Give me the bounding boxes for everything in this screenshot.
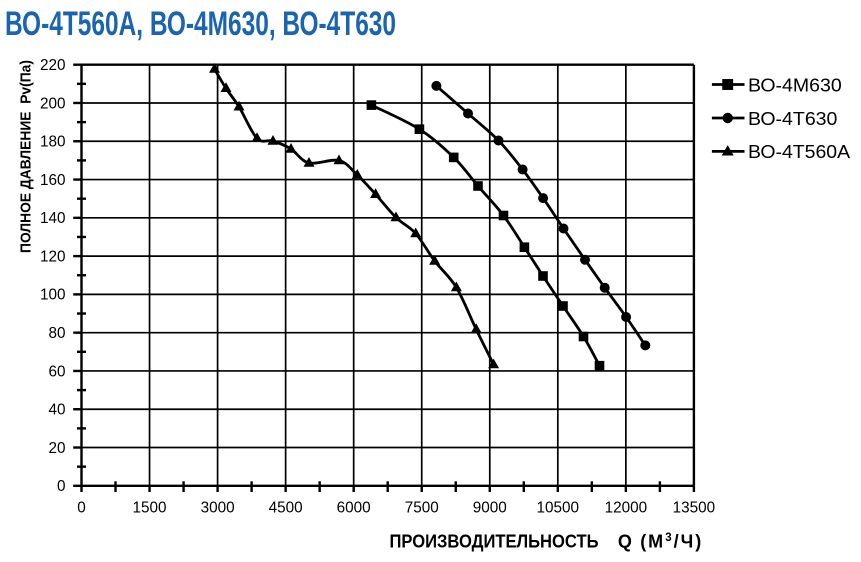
svg-text:1500: 1500 [133, 500, 167, 517]
svg-text:ПРОИЗВОДИТЕЛЬНОСТЬ: ПРОИЗВОДИТЕЛЬНОСТЬ [390, 531, 599, 551]
svg-text:(М3/Ч): (М3/Ч) [640, 531, 703, 551]
svg-text:220: 220 [40, 57, 66, 74]
svg-text:ВО-4Т560А, ВО-4М630, ВО-4Т630: ВО-4Т560А, ВО-4М630, ВО-4Т630 [5, 5, 396, 43]
svg-text:13500: 13500 [673, 500, 716, 517]
svg-text:60: 60 [48, 363, 65, 380]
svg-text:160: 160 [40, 172, 66, 189]
svg-text:ВО-4М630: ВО-4М630 [748, 74, 842, 95]
svg-text:180: 180 [40, 134, 66, 151]
svg-text:40: 40 [48, 402, 65, 419]
svg-text:9000: 9000 [473, 500, 507, 517]
svg-text:Q: Q [618, 531, 632, 551]
svg-text:7500: 7500 [405, 500, 439, 517]
svg-text:ВО-4Т560А: ВО-4Т560А [748, 141, 851, 162]
svg-text:140: 140 [40, 210, 66, 227]
svg-text:ПОЛНОЕ ДАВЛЕНИЕ Pv(Па): ПОЛНОЕ ДАВЛЕНИЕ Pv(Па) [19, 60, 35, 253]
svg-text:6000: 6000 [337, 500, 371, 517]
svg-text:ВО-4Т630: ВО-4Т630 [748, 108, 837, 129]
svg-text:0: 0 [57, 478, 66, 495]
svg-text:3000: 3000 [201, 500, 235, 517]
svg-text:100: 100 [40, 287, 66, 304]
svg-text:10500: 10500 [537, 500, 580, 517]
svg-text:80: 80 [48, 325, 65, 342]
svg-text:120: 120 [40, 248, 66, 265]
svg-text:4500: 4500 [269, 500, 303, 517]
svg-text:20: 20 [48, 440, 65, 457]
svg-text:0: 0 [77, 500, 86, 517]
svg-text:200: 200 [40, 95, 66, 112]
svg-text:12000: 12000 [605, 500, 648, 517]
